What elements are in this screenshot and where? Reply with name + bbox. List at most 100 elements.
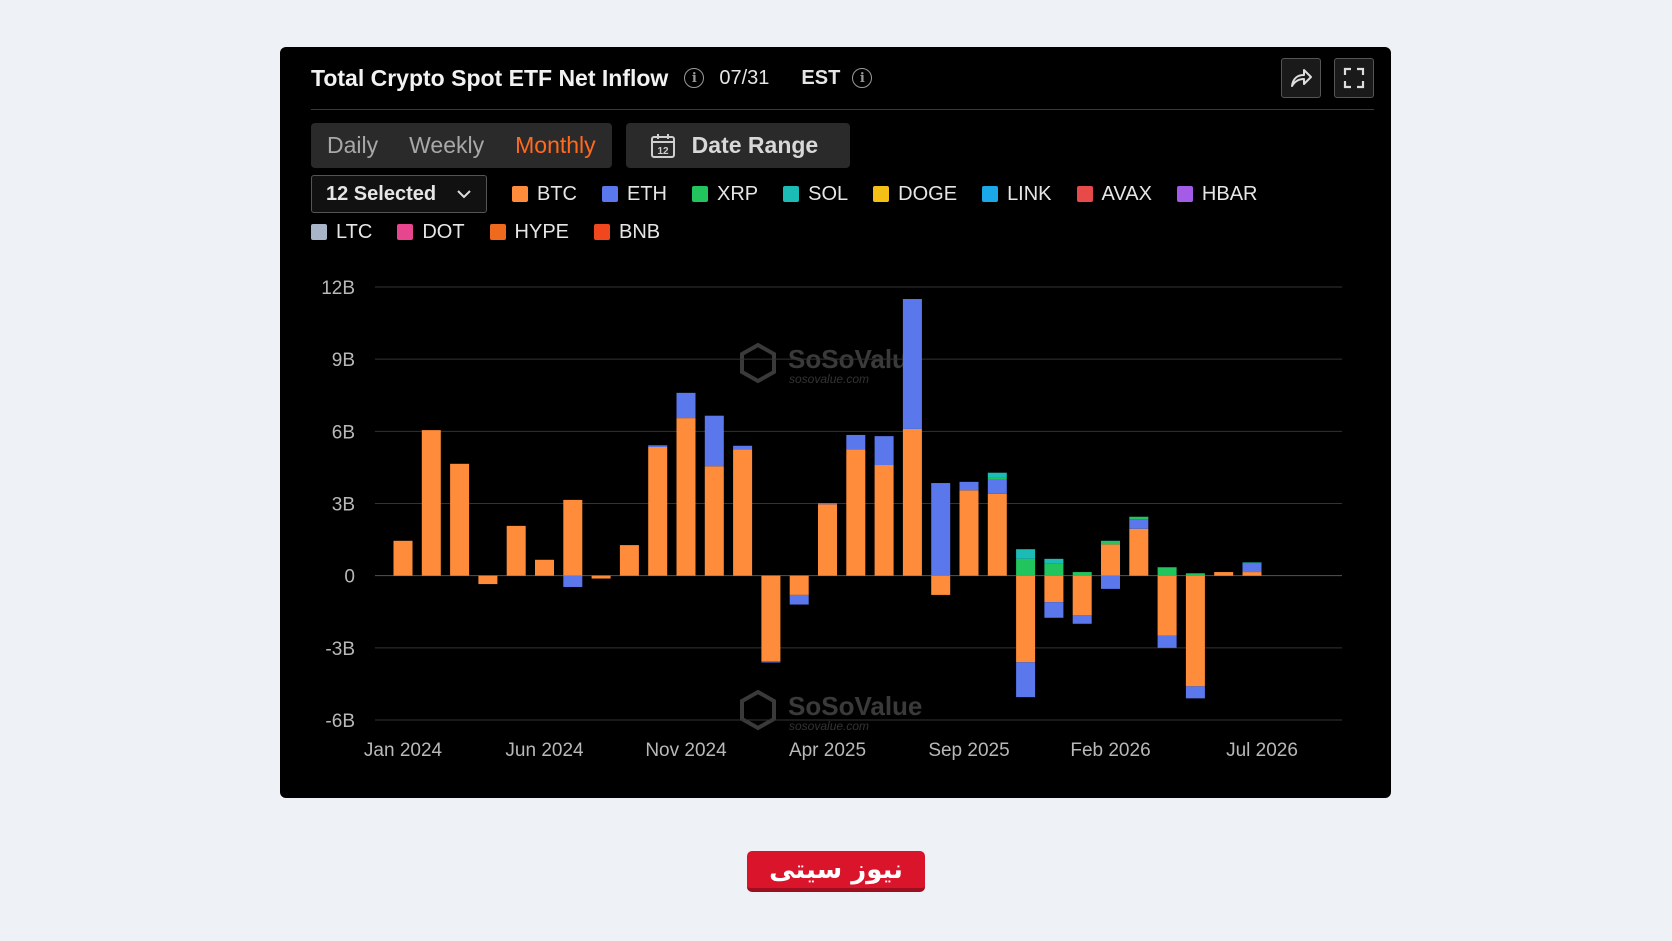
bar-btc[interactable] <box>393 540 413 576</box>
bar-btc[interactable] <box>1214 572 1234 576</box>
legend-item-ltc[interactable]: LTC <box>311 221 372 244</box>
bar-sol[interactable] <box>1044 558 1064 564</box>
legend-swatch <box>594 224 610 240</box>
bar-eth[interactable] <box>902 299 922 429</box>
bar-btc[interactable] <box>704 466 724 576</box>
legend-item-doge[interactable]: DOGE <box>873 183 957 206</box>
legend-item-avax[interactable]: AVAX <box>1076 183 1152 206</box>
bar-eth[interactable] <box>1101 575 1120 589</box>
info-icon[interactable]: i <box>684 68 705 88</box>
bar-xrp[interactable] <box>987 477 1007 480</box>
bar-btc[interactable] <box>478 575 498 585</box>
bar-btc[interactable] <box>959 490 979 576</box>
bar-chart: SoSoValue sosovalue.com SoSoValue sosova… <box>321 278 1342 761</box>
legend-item-bnb[interactable]: BNB <box>594 221 660 244</box>
legend-item-link[interactable]: LINK <box>982 183 1052 206</box>
bar-eth[interactable] <box>1044 602 1064 618</box>
bar-eth[interactable] <box>563 575 583 587</box>
bar-btc[interactable] <box>1101 544 1120 576</box>
bar-eth[interactable] <box>704 415 724 467</box>
bar-xrp[interactable] <box>1157 567 1177 576</box>
legend-swatch <box>489 224 506 240</box>
bar-btc[interactable] <box>789 575 809 595</box>
legend-item-btc[interactable]: BTC <box>512 183 577 206</box>
legend-label: LTC <box>336 220 373 243</box>
bar-eth[interactable] <box>1072 615 1092 624</box>
bar-eth[interactable] <box>846 434 866 450</box>
bar-eth[interactable] <box>1016 662 1036 698</box>
bar-btc[interactable] <box>818 504 837 576</box>
bar-eth[interactable] <box>987 479 1007 494</box>
bar-eth[interactable] <box>1157 635 1177 648</box>
bar-btc[interactable] <box>1185 575 1205 687</box>
bar-eth[interactable] <box>1242 563 1262 573</box>
fullscreen-button[interactable] <box>1334 58 1374 98</box>
bar-btc[interactable] <box>931 575 951 595</box>
share-button[interactable] <box>1281 58 1321 98</box>
bar-xrp[interactable] <box>1044 563 1064 576</box>
bar-btc[interactable] <box>874 465 894 576</box>
bar-eth[interactable] <box>931 483 951 576</box>
y-tick-label: 6B <box>332 422 355 443</box>
tab-monthly[interactable]: Monthly <box>515 132 596 158</box>
legend-item-dot[interactable]: DOT <box>397 221 465 244</box>
bar-btc[interactable] <box>535 559 554 576</box>
tab-weekly[interactable]: Weekly <box>409 132 485 158</box>
bar-btc[interactable] <box>987 493 1007 576</box>
bar-eth[interactable] <box>761 661 781 663</box>
legend-label: BTC <box>537 182 577 205</box>
bar-btc[interactable] <box>902 428 922 576</box>
bar-xrp[interactable] <box>1016 558 1036 576</box>
bar-eth[interactable] <box>818 503 837 505</box>
bar-sol[interactable] <box>1101 540 1120 542</box>
legend-swatch <box>311 224 327 240</box>
bar-btc[interactable] <box>846 449 866 576</box>
legend-item-sol[interactable]: SOL <box>783 183 848 206</box>
bar-eth[interactable] <box>1185 686 1205 699</box>
bar-btc[interactable] <box>591 575 611 579</box>
legend-item-hype[interactable]: HYPE <box>489 221 569 244</box>
legend-item-hbar[interactable]: HBAR <box>1176 183 1258 206</box>
chart-title: Total Crypto Spot ETF Net Inflow <box>311 64 669 91</box>
bar-eth[interactable] <box>733 445 753 450</box>
bar-btc[interactable] <box>761 575 781 662</box>
bar-btc[interactable] <box>563 499 583 576</box>
bar-btc[interactable] <box>1242 572 1262 576</box>
bar-sol[interactable] <box>1016 549 1036 559</box>
bar-btc[interactable] <box>1129 528 1149 576</box>
coin-selector-dropdown[interactable]: 12 Selected <box>311 175 487 213</box>
bar-btc[interactable] <box>1157 575 1177 636</box>
bar-btc[interactable] <box>676 418 696 576</box>
date-range-button[interactable]: 12 Date Range <box>625 123 850 168</box>
legend-item-eth[interactable]: ETH <box>602 183 667 206</box>
bar-btc[interactable] <box>421 430 441 576</box>
bar-xrp[interactable] <box>1101 541 1120 545</box>
bar-btc[interactable] <box>450 463 470 576</box>
toolbar: Daily Weekly Monthly 12 Date Range <box>311 123 850 168</box>
bar-btc[interactable] <box>1044 575 1064 603</box>
bar-eth[interactable] <box>959 481 979 491</box>
y-tick-label: 9B <box>332 350 355 371</box>
bar-btc[interactable] <box>1072 575 1092 616</box>
bar-eth[interactable] <box>648 445 668 447</box>
bar-eth[interactable] <box>676 392 696 419</box>
legend-swatch <box>1176 186 1193 202</box>
calendar-day: 12 <box>657 146 669 157</box>
info-icon[interactable]: i <box>852 68 873 88</box>
bar-btc[interactable] <box>1016 575 1036 663</box>
bar-eth[interactable] <box>874 436 894 466</box>
bar-xrp[interactable] <box>1185 573 1205 576</box>
bar-btc[interactable] <box>648 446 668 576</box>
legend-item-xrp[interactable]: XRP <box>692 183 758 206</box>
bar-eth[interactable] <box>789 594 809 605</box>
tab-daily[interactable]: Daily <box>327 132 379 158</box>
bar-sol[interactable] <box>987 472 1007 478</box>
bar-btc[interactable] <box>619 545 639 576</box>
bar-eth[interactable] <box>1129 519 1149 529</box>
bar-btc[interactable] <box>733 449 753 576</box>
bar-btc[interactable] <box>506 525 526 576</box>
bar-sol[interactable] <box>1242 562 1262 564</box>
bar-xrp[interactable] <box>1072 572 1092 576</box>
card-header: Total Crypto Spot ETF Net Inflow i 07/31… <box>311 47 1374 110</box>
bar-xrp[interactable] <box>1129 516 1149 520</box>
